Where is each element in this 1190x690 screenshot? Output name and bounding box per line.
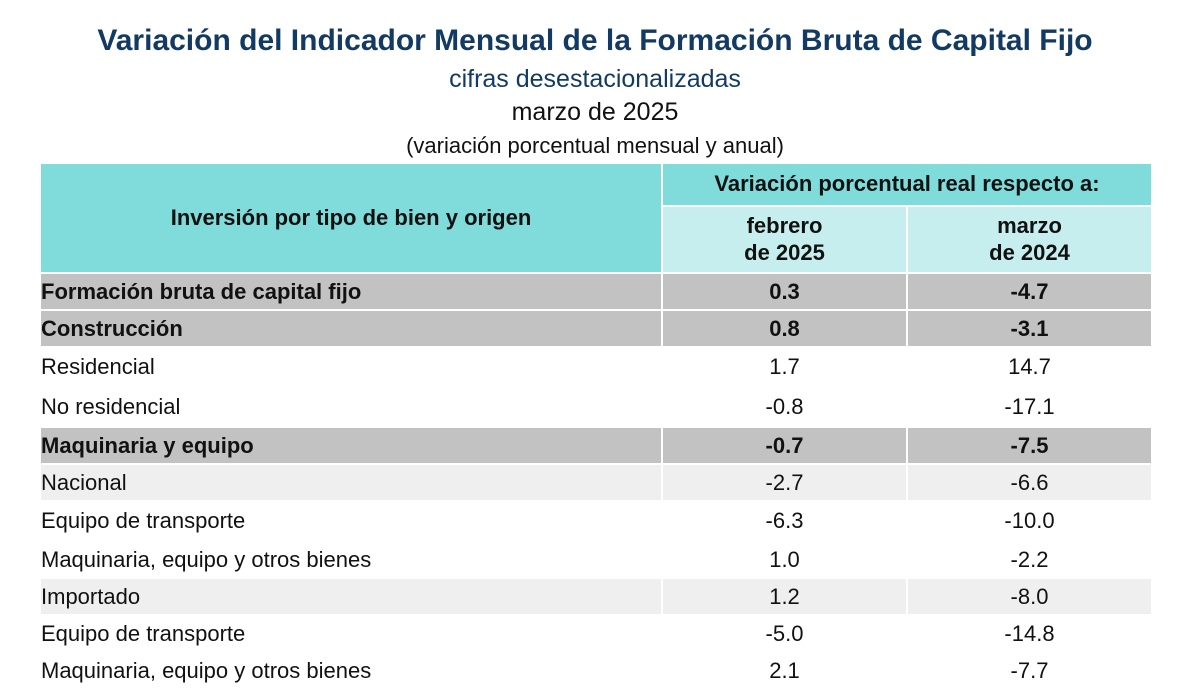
value-feb-2025: -0.8: [661, 386, 908, 428]
value-mar-2024: -7.7: [906, 651, 1153, 690]
table-row: Maquinaria y equipo -0.7 -7.5: [39, 426, 1153, 465]
value-feb-2025: 1.2: [661, 577, 908, 616]
table-row: No residencial -0.8 -17.1: [39, 386, 1153, 428]
table-row: Importado 1.2 -8.0: [39, 577, 1153, 616]
row-label: Maquinaria, equipo y otros bienes: [39, 651, 663, 690]
row-label: Construcción: [39, 309, 663, 348]
row-label: Equipo de transporte: [39, 614, 663, 653]
report-period: marzo de 2025: [511, 98, 679, 126]
table-row: Nacional -2.7 -6.6: [39, 463, 1153, 502]
row-label: No residencial: [39, 386, 663, 428]
value-feb-2025: -0.7: [661, 426, 908, 465]
row-label: Maquinaria, equipo y otros bienes: [39, 540, 663, 579]
value-feb-2025: -2.7: [661, 463, 908, 502]
column-header-feb-2025: febrero de 2025: [661, 204, 908, 275]
value-feb-2025: 1.0: [661, 540, 908, 579]
value-feb-2025: 0.8: [661, 309, 908, 348]
row-header: Inversión por tipo de bien y origen: [39, 162, 663, 274]
value-mar-2024: -10.0: [906, 500, 1153, 542]
table-row: Maquinaria, equipo y otros bienes 1.0 -2…: [39, 540, 1153, 579]
report-title: Variación del Indicador Mensual de la Fo…: [97, 24, 1093, 57]
row-label: Nacional: [39, 463, 663, 502]
value-mar-2024: -4.7: [906, 272, 1153, 311]
table-row: Residencial 1.7 14.7: [39, 346, 1153, 388]
value-feb-2025: 1.7: [661, 346, 908, 388]
value-mar-2024: -7.5: [906, 426, 1153, 465]
value-feb-2025: 0.3: [661, 272, 908, 311]
value-mar-2024: -17.1: [906, 386, 1153, 428]
value-mar-2024: -3.1: [906, 309, 1153, 348]
row-label: Maquinaria y equipo: [39, 426, 663, 465]
column-header-mar-2024: marzo de 2024: [906, 204, 1153, 275]
investment-table: Inversión por tipo de bien y origen Vari…: [39, 162, 1153, 690]
row-label: Equipo de transporte: [39, 500, 663, 542]
value-mar-2024: -14.8: [906, 614, 1153, 653]
group-header: Variación porcentual real respecto a:: [661, 162, 1153, 207]
row-label: Formación bruta de capital fijo: [39, 272, 663, 311]
report-subtitle: cifras desestacionalizadas: [449, 65, 741, 93]
value-mar-2024: 14.7: [906, 346, 1153, 388]
table-row: Maquinaria, equipo y otros bienes 2.1 -7…: [39, 651, 1153, 690]
value-mar-2024: -8.0: [906, 577, 1153, 616]
value-feb-2025: -5.0: [661, 614, 908, 653]
value-feb-2025: 2.1: [661, 651, 908, 690]
row-label: Residencial: [39, 346, 663, 388]
table-row: Equipo de transporte -5.0 -14.8: [39, 614, 1153, 653]
value-mar-2024: -2.2: [906, 540, 1153, 579]
row-label: Importado: [39, 577, 663, 616]
value-mar-2024: -6.6: [906, 463, 1153, 502]
table-row: Formación bruta de capital fijo 0.3 -4.7: [39, 272, 1153, 311]
report-note: (variación porcentual mensual y anual): [406, 133, 784, 158]
table-row: Equipo de transporte -6.3 -10.0: [39, 500, 1153, 542]
table-row: Construcción 0.8 -3.1: [39, 309, 1153, 348]
value-feb-2025: -6.3: [661, 500, 908, 542]
